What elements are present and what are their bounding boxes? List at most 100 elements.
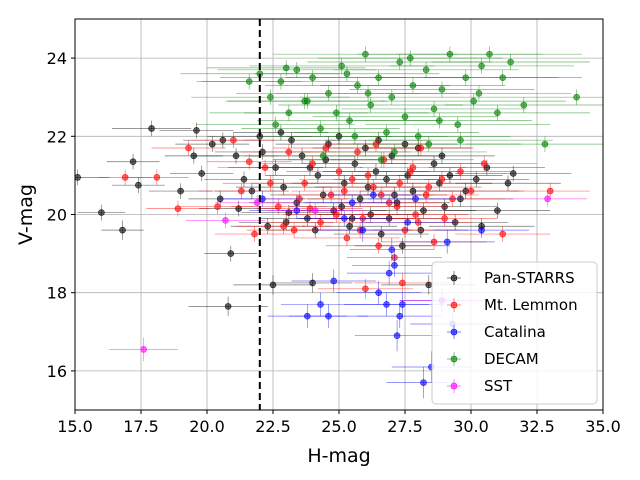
data-point xyxy=(494,207,501,214)
data-point xyxy=(293,66,301,74)
data-point xyxy=(393,203,401,210)
data-point xyxy=(385,269,393,277)
data-point xyxy=(135,181,142,189)
data-point xyxy=(317,301,324,308)
x-tick-label: 20.0 xyxy=(189,417,225,436)
data-point xyxy=(362,285,369,293)
data-point xyxy=(253,199,261,207)
x-axis-label: H-mag xyxy=(307,445,370,467)
data-point xyxy=(348,199,356,207)
data-point xyxy=(325,312,332,320)
data-point xyxy=(288,136,295,144)
data-point xyxy=(214,203,221,210)
series-mt-lemmon xyxy=(98,132,590,299)
data-point xyxy=(425,140,433,148)
data-point xyxy=(422,66,430,74)
data-point xyxy=(343,234,351,242)
legend-label: Catalina xyxy=(484,323,546,341)
legend-marker xyxy=(450,355,458,363)
data-point xyxy=(377,156,385,164)
data-point xyxy=(425,183,433,191)
x-tick-label: 32.5 xyxy=(519,417,555,436)
legend-label: Pan-STARRS xyxy=(484,269,575,287)
x-tick-label: 17.5 xyxy=(123,417,159,436)
data-point xyxy=(351,133,359,140)
data-point xyxy=(338,62,345,70)
data-point xyxy=(375,242,382,250)
data-point xyxy=(119,226,126,234)
data-point xyxy=(478,226,485,234)
data-point xyxy=(499,230,506,238)
data-point xyxy=(499,74,506,81)
data-point xyxy=(245,158,253,166)
data-point xyxy=(280,183,287,191)
data-point xyxy=(75,174,81,181)
data-point xyxy=(272,121,279,128)
data-point xyxy=(509,170,517,177)
data-point xyxy=(359,226,367,234)
legend-item: DECAM xyxy=(447,350,539,368)
data-point xyxy=(285,148,293,156)
x-tick-label: 22.5 xyxy=(255,417,291,436)
data-point xyxy=(438,86,446,93)
data-point xyxy=(457,136,464,144)
data-layer xyxy=(75,46,603,399)
x-tick-label: 25.0 xyxy=(321,417,357,436)
data-point xyxy=(396,312,404,320)
x-tick-label: 30.0 xyxy=(453,417,489,436)
data-point xyxy=(507,58,514,66)
legend-item: Catalina xyxy=(447,323,546,341)
data-point xyxy=(443,238,451,246)
data-point xyxy=(140,346,147,353)
data-point xyxy=(333,109,340,117)
data-point xyxy=(404,219,411,226)
data-point xyxy=(274,203,282,210)
data-point xyxy=(240,176,248,183)
data-point xyxy=(317,125,324,132)
data-point xyxy=(478,62,485,70)
data-point xyxy=(317,219,324,226)
data-point xyxy=(504,179,512,187)
legend-item: Mt. Lemmon xyxy=(447,296,578,314)
data-point xyxy=(573,93,580,101)
data-point xyxy=(153,174,161,181)
data-point xyxy=(420,379,427,386)
data-point xyxy=(238,187,245,195)
legend-label: SST xyxy=(484,377,513,395)
data-point xyxy=(224,303,232,310)
data-point xyxy=(280,222,287,230)
data-point xyxy=(406,54,414,62)
data-point xyxy=(401,113,409,121)
data-point xyxy=(541,140,549,148)
data-point xyxy=(309,160,316,167)
data-point xyxy=(546,187,554,195)
y-axis-label: V-mag xyxy=(15,184,37,245)
data-point xyxy=(193,127,200,134)
legend-marker xyxy=(450,382,458,390)
data-point xyxy=(261,164,269,171)
data-point xyxy=(420,207,427,214)
data-point xyxy=(544,195,551,203)
data-point xyxy=(185,144,192,152)
data-point xyxy=(438,152,446,160)
legend-marker xyxy=(450,274,458,282)
data-point xyxy=(383,129,390,136)
data-point xyxy=(480,160,488,167)
data-point xyxy=(232,152,240,160)
y-tick-label: 22 xyxy=(47,127,67,146)
data-point xyxy=(230,136,237,144)
data-point xyxy=(343,70,351,78)
data-point xyxy=(222,217,229,224)
series-decam xyxy=(180,46,603,168)
data-point xyxy=(309,279,316,287)
data-point xyxy=(393,332,401,340)
data-point xyxy=(520,101,528,109)
data-point xyxy=(364,89,372,97)
data-point xyxy=(285,209,293,216)
data-point xyxy=(430,105,438,113)
data-point xyxy=(391,262,398,269)
data-point xyxy=(177,187,184,195)
data-point xyxy=(227,250,235,257)
data-point xyxy=(388,246,396,253)
data-point xyxy=(356,195,364,203)
